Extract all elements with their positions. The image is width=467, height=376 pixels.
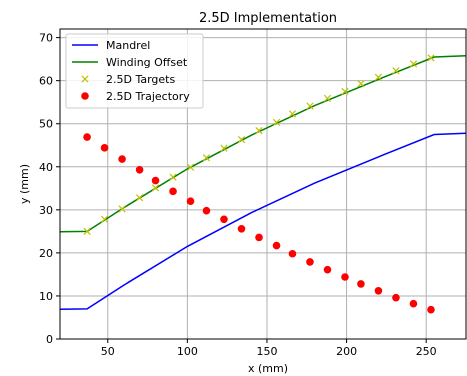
target-point <box>392 67 400 75</box>
target-point <box>255 126 263 135</box>
legend-label: 2.5D Trajectory <box>106 90 190 103</box>
y-tick-label: 50 <box>39 118 53 131</box>
trajectory-point <box>392 293 400 302</box>
trajectory-point <box>255 233 263 242</box>
trajectory-point <box>357 280 365 288</box>
trajectory-point <box>186 197 195 206</box>
trajectory-point <box>151 176 160 185</box>
target-point <box>427 54 435 62</box>
y-tick-label: 10 <box>39 290 53 303</box>
target-point <box>135 194 144 202</box>
target-point <box>409 60 418 68</box>
series-layer <box>59 54 467 314</box>
target-point <box>272 118 281 127</box>
target-point <box>306 102 314 110</box>
y-axis-label: y (mm) <box>18 164 31 204</box>
legend-item-mandrel: Mandrel <box>72 39 150 52</box>
trajectory-point <box>83 133 91 141</box>
series-2-5d-trajectory <box>83 133 435 314</box>
trajectory-point <box>288 249 297 258</box>
target-point <box>202 154 211 162</box>
legend-label: Mandrel <box>106 39 150 52</box>
y-tick-label: 40 <box>39 161 53 174</box>
legend-item-winding-offset: Winding Offset <box>72 56 188 69</box>
y-tick-label: 60 <box>39 75 53 88</box>
trajectory-point <box>306 258 314 266</box>
legend-x-marker <box>81 75 89 83</box>
trajectory-point <box>341 273 349 281</box>
legend-dot-marker <box>81 92 89 100</box>
x-tick-label: 50 <box>101 345 115 358</box>
y-tick-label: 30 <box>39 204 53 217</box>
target-point <box>341 87 349 96</box>
trajectory-point <box>202 206 211 215</box>
legend-item-2-5d-targets: 2.5D Targets <box>81 73 175 86</box>
x-tick-label: 150 <box>256 345 277 358</box>
series-winding-offset <box>59 54 467 233</box>
target-point <box>237 136 246 144</box>
target-point <box>374 73 383 81</box>
legend-label: Winding Offset <box>106 56 188 69</box>
trajectory-point <box>118 155 126 163</box>
y-tick-label: 0 <box>46 333 53 346</box>
target-point <box>220 144 228 152</box>
trajectory-point <box>374 286 383 295</box>
target-point <box>357 80 365 88</box>
target-point <box>118 205 126 213</box>
series-2-5d-targets <box>83 54 435 235</box>
target-point <box>169 173 177 181</box>
target-point <box>83 227 91 235</box>
trajectory-point <box>323 265 332 274</box>
trajectory-point <box>237 224 246 233</box>
legend-item-2-5d-trajectory: 2.5D Trajectory <box>81 90 190 103</box>
trajectory-point <box>100 144 109 152</box>
x-axis-label: x (mm) <box>248 362 288 375</box>
x-tick-label: 100 <box>177 345 198 358</box>
plot-frame <box>59 28 467 340</box>
legend-label: 2.5D Targets <box>106 73 175 86</box>
grid <box>60 29 466 340</box>
trajectory-point <box>409 299 418 308</box>
target-point <box>100 215 109 223</box>
trajectory-point <box>272 241 281 250</box>
ticks: 50 100 150 200 250 0 10 20 30 40 50 60 70 <box>39 32 437 358</box>
y-tick-label: 20 <box>39 247 53 260</box>
x-tick-label: 200 <box>336 345 357 358</box>
winding-offset-line <box>59 54 467 233</box>
legend: Mandrel Winding Offset 2.5D Targets 2.5D Tr… <box>65 33 204 109</box>
series-mandrel <box>59 132 467 311</box>
trajectory-point <box>427 305 435 314</box>
trajectory-point <box>169 187 177 196</box>
chart-title: 2.5D Implementation <box>199 11 337 26</box>
trajectory-point <box>220 215 228 224</box>
legend-box <box>65 33 204 109</box>
mandrel-line <box>59 132 467 311</box>
trajectory-point <box>135 165 144 174</box>
target-point <box>288 110 297 118</box>
y-tick-label: 70 <box>39 32 53 45</box>
target-point <box>151 184 160 192</box>
target-point <box>186 163 195 171</box>
x-tick-label: 250 <box>416 345 437 358</box>
target-point <box>323 94 332 102</box>
